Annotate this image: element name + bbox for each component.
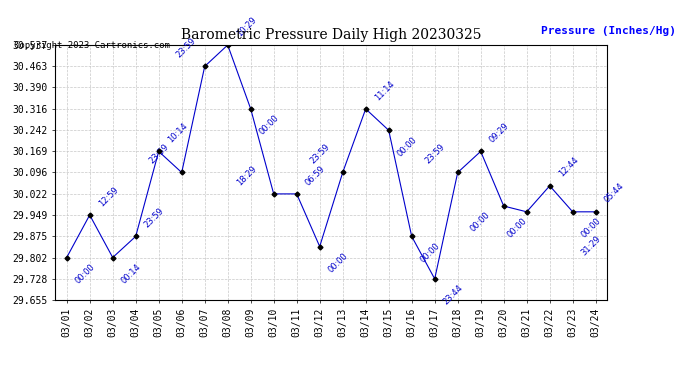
Text: 00:00: 00:00 [395, 135, 419, 158]
Text: 00:00: 00:00 [257, 114, 281, 136]
Text: 23:59: 23:59 [143, 206, 166, 230]
Text: 05:44: 05:44 [602, 182, 626, 205]
Text: 00:00: 00:00 [469, 211, 492, 234]
Text: 18:29: 18:29 [235, 164, 258, 187]
Text: 23:59: 23:59 [308, 142, 331, 165]
Text: 09:29: 09:29 [488, 121, 511, 144]
Text: 00:00: 00:00 [419, 241, 442, 264]
Text: 00:00: 00:00 [326, 251, 350, 274]
Text: 00:00: 00:00 [506, 216, 529, 240]
Text: 10:29: 10:29 [235, 15, 258, 38]
Text: 00:00: 00:00 [74, 262, 97, 285]
Text: Pressure (Inches/Hg): Pressure (Inches/Hg) [541, 26, 676, 36]
Text: 23:59: 23:59 [147, 142, 170, 165]
Text: 23:59: 23:59 [174, 36, 197, 60]
Text: 11:14: 11:14 [373, 79, 396, 102]
Text: 06:59: 06:59 [304, 164, 327, 187]
Text: 00:14: 00:14 [119, 262, 143, 285]
Text: 23:59: 23:59 [423, 142, 446, 165]
Text: 23:44: 23:44 [442, 284, 465, 307]
Text: 12:44: 12:44 [557, 156, 580, 179]
Text: 12:59: 12:59 [97, 185, 120, 208]
Text: Copyright 2023 Cartronics.com: Copyright 2023 Cartronics.com [14, 41, 170, 50]
Text: 31:29: 31:29 [580, 234, 603, 258]
Text: 10:14: 10:14 [166, 121, 189, 144]
Title: Barometric Pressure Daily High 20230325: Barometric Pressure Daily High 20230325 [181, 28, 482, 42]
Text: 00:00: 00:00 [580, 216, 603, 240]
